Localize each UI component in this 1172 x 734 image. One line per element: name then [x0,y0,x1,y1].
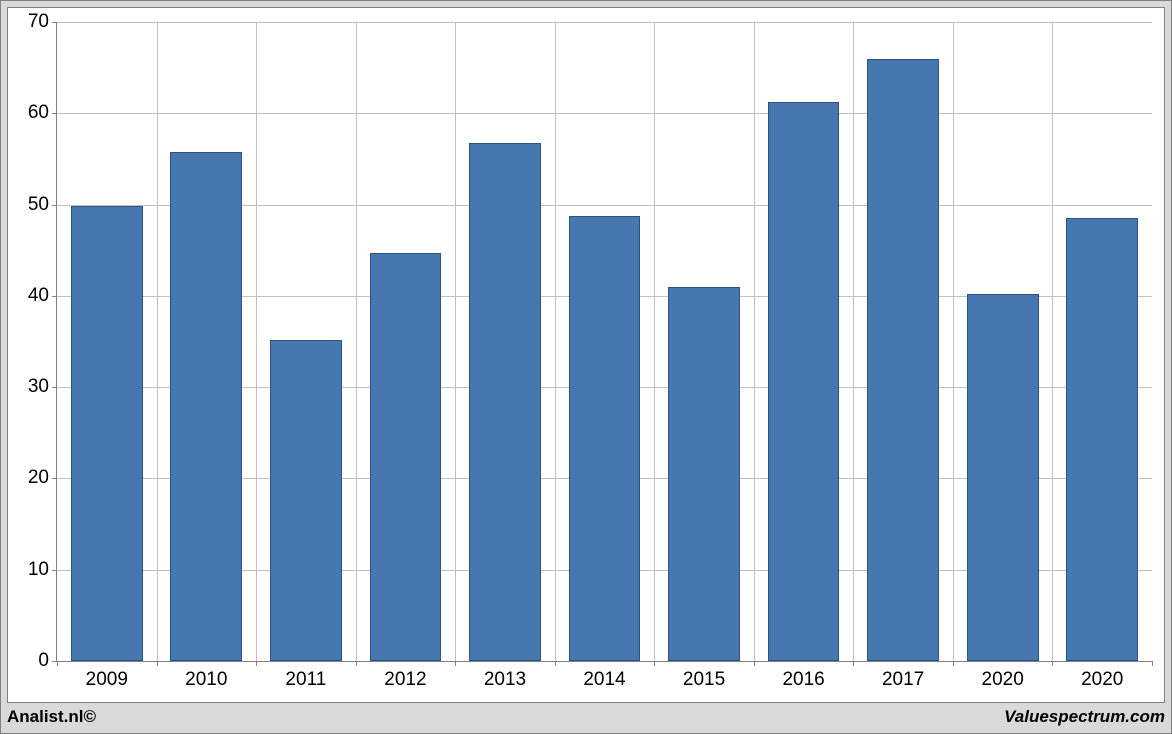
x-tick-label: 2013 [484,669,526,691]
bar [170,152,242,661]
y-tick-mark [52,22,57,23]
chart-panel: 0 10 20 30 40 50 60 70 2009 2010 2011 2012 2013 2014 2… [7,7,1165,703]
x-tick-label: 2020 [982,669,1024,691]
plot-area: 0102030405060702009201020112012201320142… [56,22,1152,662]
y-tick-mark [52,296,57,297]
x-tick-label: 2016 [782,669,824,691]
bar [1066,218,1138,661]
x-tick-mark [853,661,854,666]
bar [469,143,541,662]
bar [768,102,840,661]
x-tick-label: 2017 [882,669,924,691]
bar [569,216,641,661]
grid-line-vertical [157,22,158,661]
y-tick-mark [52,570,57,571]
grid-line-vertical [853,22,854,661]
x-tick-label: 2020 [1081,669,1123,691]
x-tick-mark [455,661,456,666]
y-tick-label: 40 [28,285,49,307]
x-tick-mark [57,661,58,666]
bar [668,287,740,661]
x-tick-label: 2014 [583,669,625,691]
grid-line-vertical [654,22,655,661]
bar [867,59,939,661]
bar [967,294,1039,661]
x-tick-mark [754,661,755,666]
x-tick-label: 2011 [285,669,326,691]
x-tick-mark [1152,661,1153,666]
grid-line-vertical [555,22,556,661]
grid-line-vertical [256,22,257,661]
x-tick-label: 2015 [683,669,725,691]
y-tick-mark [52,113,57,114]
chart-container: 0 10 20 30 40 50 60 70 2009 2010 2011 2012 2013 2014 2… [0,0,1172,734]
y-tick-label: 70 [28,11,49,33]
grid-line-vertical [356,22,357,661]
x-tick-mark [356,661,357,666]
grid-line-vertical [1052,22,1053,661]
grid-line-vertical [953,22,954,661]
y-tick-label: 10 [28,559,49,581]
y-tick-mark [52,205,57,206]
x-tick-label: 2010 [185,669,227,691]
y-tick-mark [52,478,57,479]
grid-line-vertical [754,22,755,661]
grid-line-horizontal [57,113,1152,114]
grid-line-horizontal [57,22,1152,23]
grid-line-vertical [455,22,456,661]
x-tick-mark [1052,661,1053,666]
y-tick-label: 50 [28,194,49,216]
footer-credit-left: Analist.nl© [7,707,96,727]
y-tick-label: 30 [28,376,49,398]
y-tick-label: 0 [38,650,49,672]
bar [370,253,442,661]
bar [270,340,342,661]
x-tick-mark [654,661,655,666]
y-tick-mark [52,387,57,388]
footer-credit-right: Valuespectrum.com [1004,707,1165,727]
x-tick-mark [157,661,158,666]
y-tick-label: 20 [28,467,49,489]
bar [71,206,143,661]
x-tick-mark [953,661,954,666]
x-tick-label: 2012 [384,669,426,691]
y-tick-label: 60 [28,102,49,124]
x-tick-label: 2009 [86,669,128,691]
x-tick-mark [256,661,257,666]
x-tick-mark [555,661,556,666]
